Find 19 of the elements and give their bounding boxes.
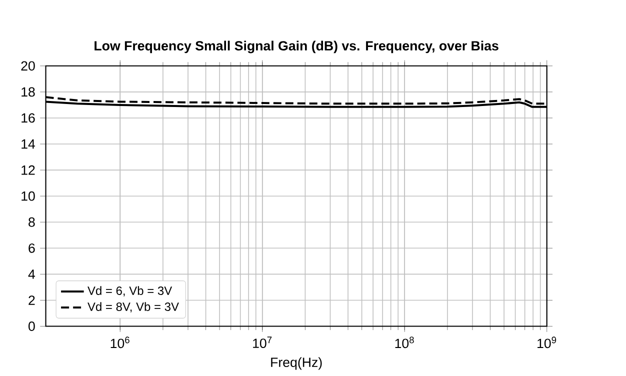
x-axis-title: Freq(Hz) (271, 357, 322, 370)
x-tick-label: 10$^{6}$ (110, 336, 130, 348)
legend-label: Vd = 8V, Vb = 3V (88, 302, 179, 312)
y-tick-label: 12 (22, 165, 35, 175)
y-tick-label: 14 (22, 140, 36, 149)
y-tick-label: 20 (21, 61, 35, 71)
y-tick-label: 18 (22, 87, 35, 97)
y-tick-label: 10 (22, 191, 35, 201)
y-tick-label: 4 (28, 270, 36, 279)
y-tick-label: 0 (28, 322, 35, 332)
y-tick-label: 8 (28, 218, 35, 227)
y-tick-label: 16 (22, 113, 35, 123)
y-tick-label: 6 (28, 244, 35, 253)
y-tick-label: 2 (28, 296, 35, 305)
x-tick-label: 10$^{8}$ (395, 336, 414, 348)
x-tick-label: 10$^{7}$ (253, 336, 272, 348)
x-tick-label: 10$^{9}$ (538, 336, 556, 348)
chart-title: Low Frequency Small Signal Gain (dB) vs. Frequency, over Bias (94, 40, 498, 54)
legend-label: Vd = 6, Vb = 3V (88, 286, 172, 296)
